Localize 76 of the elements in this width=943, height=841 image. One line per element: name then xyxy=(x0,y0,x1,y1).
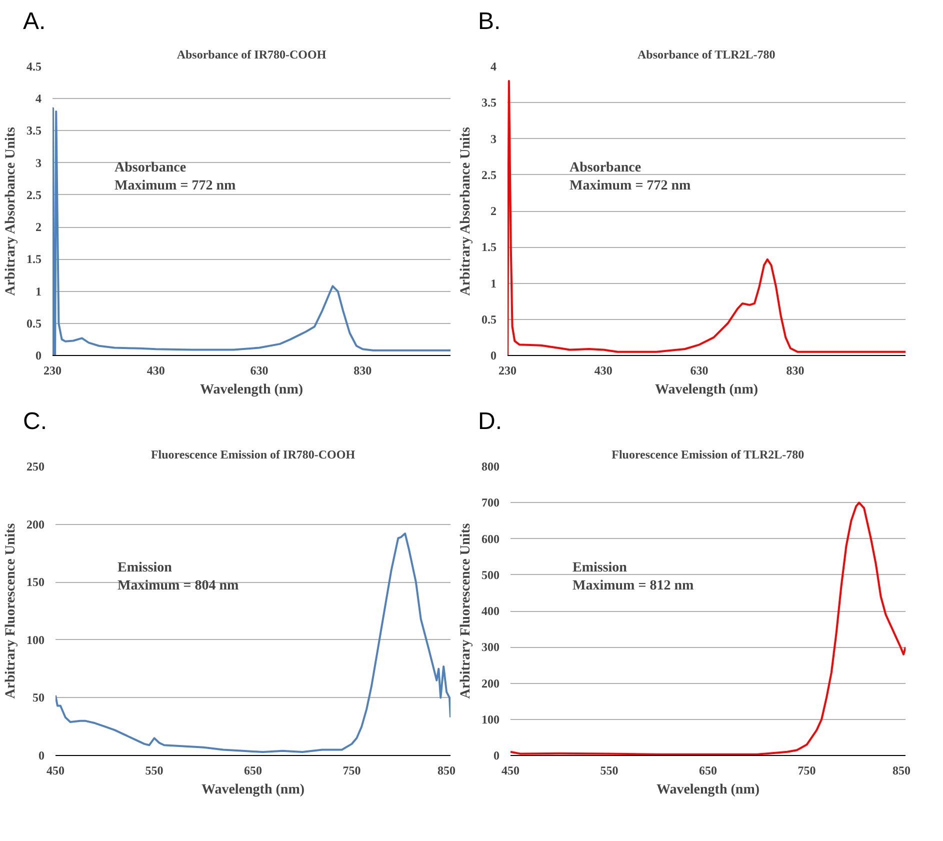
annotation: Emission Maximum = 804 nm xyxy=(118,560,239,594)
annotation: Absorbance Maximum = 772 nm xyxy=(570,160,691,194)
line-series xyxy=(508,80,906,356)
y-tick-label: 400 xyxy=(482,604,500,618)
x-tick-label: 850 xyxy=(438,764,456,778)
x-tick-label: 650 xyxy=(699,764,717,778)
text: D. xyxy=(478,407,502,437)
x-axis-title: Wavelength (nm) xyxy=(200,382,304,398)
x-axis-title: Wavelength (nm) xyxy=(654,382,758,398)
y-tick-label: 300 xyxy=(482,640,500,654)
y-tick-label: 100 xyxy=(482,712,500,726)
y-axis-title: Arbitrary Absorbance Units xyxy=(4,126,18,296)
x-axis-title: Wavelength (nm) xyxy=(656,782,760,798)
y-tick-label: 50 xyxy=(32,690,44,705)
chart-title: Absorbance of TLR2L-780 xyxy=(637,48,776,62)
x-tick-label: 830 xyxy=(786,364,804,378)
y-tick-label: 4 xyxy=(490,60,496,74)
x-tick-label: 430 xyxy=(594,364,612,378)
y-tick-label: 0.5 xyxy=(482,312,496,326)
y-tick-label: 100 xyxy=(26,632,44,647)
y-tick-label: 1.5 xyxy=(26,252,42,266)
x-tick-label: 830 xyxy=(354,364,372,378)
y-tick-label: 3 xyxy=(490,132,496,146)
y-tick-label: 2.5 xyxy=(26,188,42,202)
text: B. xyxy=(478,7,501,37)
chart-title: Absorbance of IR780-COOH xyxy=(176,48,327,62)
y-tick-label: 3 xyxy=(36,156,42,170)
annotation: Absorbance Maximum = 772 nm xyxy=(114,160,236,194)
y-tick-label: 0.5 xyxy=(26,316,42,330)
line-series xyxy=(510,502,906,756)
x-tick-label: 630 xyxy=(690,364,708,378)
y-tick-label: 800 xyxy=(482,460,500,474)
y-tick-label: 0 xyxy=(490,348,496,362)
y-tick-label: 0 xyxy=(494,748,500,762)
y-tick-label: 2 xyxy=(36,220,42,234)
y-tick-label: 200 xyxy=(482,676,500,690)
chart-title: Fluorescence Emission of TLR2L-780 xyxy=(612,448,804,462)
y-tick-label: 200 xyxy=(26,517,44,532)
y-tick-label: 500 xyxy=(482,568,500,582)
text: C. xyxy=(23,407,47,437)
y-tick-label: 3.5 xyxy=(26,124,42,138)
x-tick-label: 430 xyxy=(146,364,165,378)
x-tick-label: 630 xyxy=(250,364,268,378)
x-axis-title: Wavelength (nm) xyxy=(201,782,305,798)
y-tick-label: 2 xyxy=(490,204,496,218)
annotation: Emission Maximum = 812 nm xyxy=(572,560,694,594)
y-tick-label: 1 xyxy=(490,276,496,290)
y-tick-label: 0 xyxy=(36,348,42,362)
y-tick-label: 700 xyxy=(482,496,500,510)
y-tick-label: 4 xyxy=(36,92,42,106)
text: A. xyxy=(23,7,46,37)
x-tick-label: 850 xyxy=(892,764,910,778)
y-tick-label: 150 xyxy=(26,575,44,590)
y-tick-label: 4.5 xyxy=(26,60,42,74)
y-tick-label: 2.5 xyxy=(482,168,496,182)
x-tick-label: 650 xyxy=(244,764,262,778)
y-axis-title: Arbitrary Absorbance Units xyxy=(458,126,474,296)
x-tick-label: 750 xyxy=(798,764,816,778)
x-tick-label: 450 xyxy=(502,764,520,778)
x-tick-label: 230 xyxy=(498,364,516,378)
x-tick-label: 750 xyxy=(342,764,361,778)
y-tick-label: 1 xyxy=(36,284,42,298)
y-tick-label: 250 xyxy=(26,460,44,474)
y-tick-label: 600 xyxy=(482,532,500,546)
x-tick-label: 450 xyxy=(46,764,64,778)
y-tick-label: 0 xyxy=(38,748,44,762)
y-axis-title: Arbitrary Fluorescence Units xyxy=(4,522,18,699)
x-tick-label: 550 xyxy=(600,764,618,778)
x-tick-label: 550 xyxy=(145,764,164,778)
line-series xyxy=(56,532,450,754)
y-axis-title: Arbitrary Fluorescence Units xyxy=(458,522,474,699)
x-tick-label: 230 xyxy=(44,364,62,378)
y-tick-label: 1.5 xyxy=(482,240,496,254)
chart-title: Fluorescence Emission of IR780-COOH xyxy=(150,448,356,462)
y-tick-label: 3.5 xyxy=(482,96,496,110)
line-series xyxy=(52,107,450,356)
